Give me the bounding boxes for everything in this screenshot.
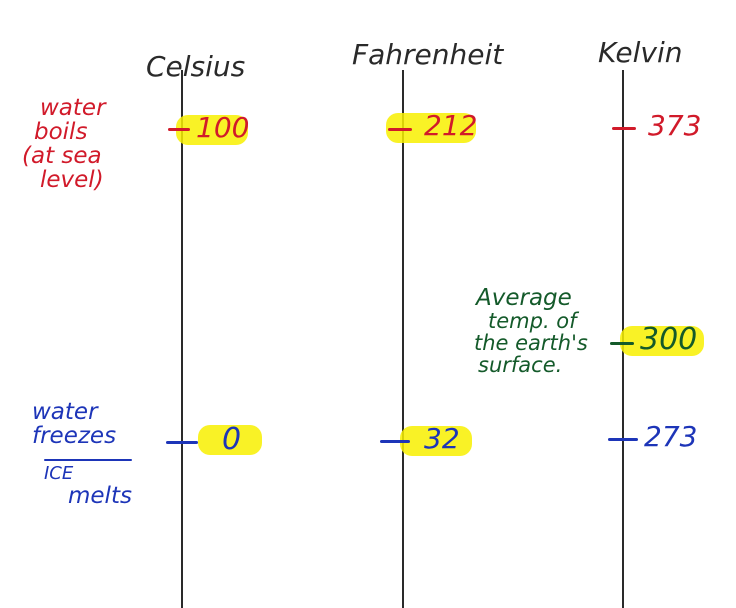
fahrenheit-freeze-tick xyxy=(380,440,410,443)
note-line: (at sea xyxy=(22,143,102,170)
celsius-boil-tick xyxy=(168,128,190,131)
note-line: ICE xyxy=(44,463,74,484)
fahrenheit-boil-value: 212 xyxy=(424,109,478,142)
note-line: the earth's xyxy=(474,331,588,356)
kelvin-earth-highlight xyxy=(620,326,704,356)
kelvin-boil-tick xyxy=(612,127,636,130)
fahrenheit-axis xyxy=(402,70,404,608)
kelvin-freeze-tick xyxy=(608,438,638,441)
note-line: level) xyxy=(40,167,104,194)
celsius-boil-value: 100 xyxy=(196,111,250,144)
note-line: water xyxy=(32,399,98,425)
fahrenheit-boil-tick xyxy=(388,128,412,131)
note-line: Average xyxy=(476,285,572,311)
fahrenheit-freeze-value: 32 xyxy=(424,422,460,455)
note-line: freezes xyxy=(32,423,117,450)
kelvin-boil-value: 373 xyxy=(648,109,702,142)
celsius-freeze-highlight xyxy=(198,425,262,455)
kelvin-earth-value: 300 xyxy=(640,322,698,357)
kelvin-title: Kelvin xyxy=(598,36,683,69)
celsius-freeze-tick xyxy=(166,441,198,444)
note-line: boils xyxy=(34,119,88,146)
note-line: water xyxy=(40,95,106,121)
kelvin-earth-tick xyxy=(610,342,634,345)
note-line: surface. xyxy=(478,353,563,378)
freeze-melt-divider xyxy=(44,459,132,461)
earth-surface-note: Average temp. of the earth's surface. xyxy=(474,286,588,376)
fahrenheit-freeze-highlight xyxy=(400,426,472,456)
water-freezes-note: water freezes xyxy=(32,400,116,448)
note-line: temp. of xyxy=(488,309,577,334)
celsius-axis xyxy=(181,70,183,608)
celsius-title: Celsius xyxy=(146,50,246,83)
celsius-freeze-value: 0 xyxy=(222,422,242,457)
note-line: melts xyxy=(68,482,132,509)
kelvin-freeze-value: 273 xyxy=(644,420,698,453)
water-boils-note: water boils (at sea level) xyxy=(22,96,106,193)
fahrenheit-title: Fahrenheit xyxy=(352,38,504,71)
ice-melts-note: ICE melts xyxy=(44,463,132,509)
